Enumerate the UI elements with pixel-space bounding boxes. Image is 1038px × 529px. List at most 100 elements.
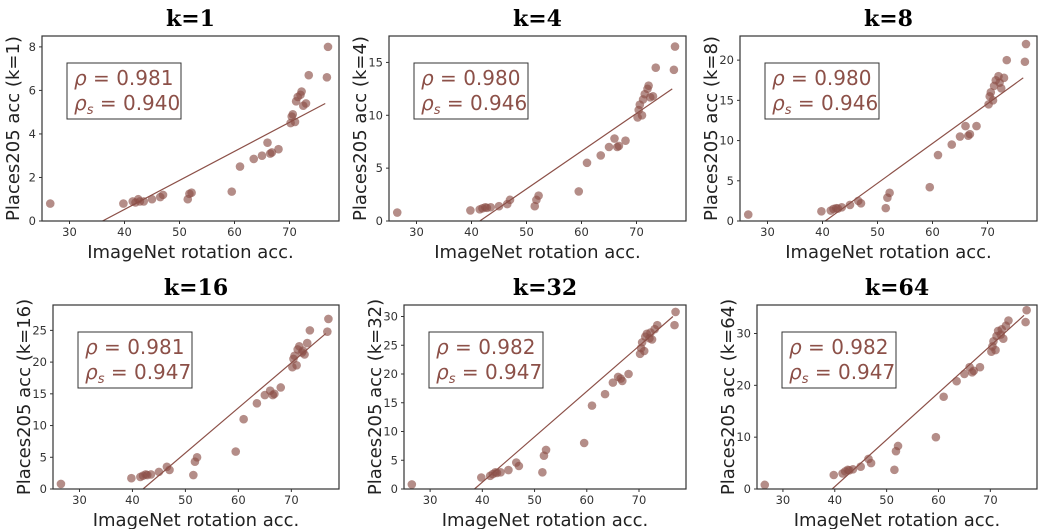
scatter-panel-1: k=1 30 40 50 60 70 0 2 4 6 8 ImageNet rotation acc.… <box>3 6 340 263</box>
data-point <box>610 134 619 143</box>
data-point <box>541 445 551 455</box>
data-point <box>270 389 279 399</box>
data-point <box>648 91 658 101</box>
spearman-rho: ρs = 0.947 <box>436 360 542 387</box>
data-point <box>939 392 948 402</box>
data-point <box>996 83 1006 93</box>
y-tick-label: 5 <box>376 161 383 175</box>
data-point <box>486 202 496 212</box>
scatter-panel-3: k=8 30 40 50 60 70 0 5 10 15 20 ImageNet rotation a… <box>701 6 1038 263</box>
y-tick-label: 20 <box>32 355 47 369</box>
plot-area <box>56 314 333 489</box>
data-point <box>670 42 680 51</box>
data-point <box>837 203 847 212</box>
x-tick-label: 60 <box>925 225 940 239</box>
y-tick-label: 0 <box>391 482 398 496</box>
data-point <box>274 144 283 154</box>
data-point <box>647 335 657 344</box>
panel-title: k=64 <box>865 275 929 301</box>
y-tick-label: 10 <box>719 134 734 148</box>
data-point <box>604 142 614 152</box>
data-point <box>817 207 826 216</box>
data-point <box>392 208 402 217</box>
data-point <box>925 182 935 192</box>
pearson-rho-value: 0.981 <box>127 335 184 359</box>
data-point <box>267 148 277 157</box>
data-point <box>139 197 149 206</box>
y-tick-label: 30 <box>383 310 398 324</box>
data-point <box>596 151 606 160</box>
data-point <box>189 470 198 480</box>
data-point <box>305 326 315 335</box>
data-point <box>621 136 630 145</box>
data-point <box>608 378 618 387</box>
data-point <box>960 369 969 379</box>
spearman-rho-value: 0.940 <box>123 91 180 115</box>
annotation-box <box>66 62 182 120</box>
data-point <box>292 360 301 370</box>
data-point <box>154 467 164 477</box>
pearson-rho-value: 0.981 <box>116 66 173 90</box>
plot-area <box>743 39 1031 221</box>
data-point <box>637 110 647 120</box>
y-axis-label: Places205 acc (k=8) <box>701 36 722 221</box>
data-point <box>146 470 156 479</box>
y-tick-label: 6 <box>29 83 36 97</box>
y-tick-label: 20 <box>383 367 398 381</box>
data-point <box>505 195 515 205</box>
x-tick-label: 40 <box>125 493 140 507</box>
plot-frame <box>388 35 687 222</box>
data-point <box>276 383 286 392</box>
x-axis-label: ImageNet rotation acc. <box>93 510 300 529</box>
x-tick-label: 70 <box>632 493 647 507</box>
x-tick-label: 60 <box>231 493 246 507</box>
scatter-panel-2: k=4 30 40 50 60 70 0 5 10 15 ImageNet rotation acc… <box>350 6 687 263</box>
x-axis-label: ImageNet rotation acc. <box>794 510 1001 529</box>
x-tick-label: 50 <box>879 493 894 507</box>
y-tick-label: 4 <box>29 127 36 141</box>
y-axis-label: Places205 acc (k=64) <box>718 299 739 495</box>
data-point <box>45 199 55 208</box>
y-tick-label: 10 <box>32 419 47 433</box>
data-point <box>1004 316 1013 325</box>
data-point <box>538 468 547 477</box>
panel-title: k=4 <box>513 6 562 32</box>
spearman-rho-value: 0.947 <box>838 360 895 384</box>
x-tick-label: 40 <box>464 225 479 239</box>
spearman-rho: ρs = 0.946 <box>772 91 878 118</box>
y-tick-label: 20 <box>736 378 751 392</box>
data-point <box>856 462 866 472</box>
annotation-box <box>413 62 529 120</box>
data-point <box>931 432 941 442</box>
y-tick-label: 0 <box>376 214 383 228</box>
plot-frame <box>52 304 340 490</box>
data-point <box>300 350 309 359</box>
annotation-box <box>77 331 193 389</box>
x-tick-label: 70 <box>284 493 299 507</box>
plot-area <box>45 42 333 221</box>
y-tick-label: 0 <box>29 214 36 228</box>
data-point <box>494 201 504 211</box>
spearman-rho: ρs = 0.947 <box>85 360 191 387</box>
x-tick-label: 70 <box>983 493 998 507</box>
data-point <box>624 369 633 379</box>
pearson-rho: ρ = 0.980 <box>421 66 520 90</box>
y-tick-label: 30 <box>736 327 751 341</box>
annotation-box <box>781 331 897 389</box>
data-point <box>288 110 298 119</box>
data-point <box>534 191 543 200</box>
data-point <box>670 320 679 330</box>
x-tick-label: 50 <box>527 493 542 507</box>
data-point <box>988 96 998 105</box>
y-tick-label: 0 <box>40 482 47 496</box>
data-point <box>231 447 241 456</box>
data-point <box>614 141 624 151</box>
data-point <box>600 389 610 399</box>
y-tick-label: 20 <box>719 53 734 67</box>
data-point <box>986 88 996 97</box>
data-point <box>304 70 314 80</box>
